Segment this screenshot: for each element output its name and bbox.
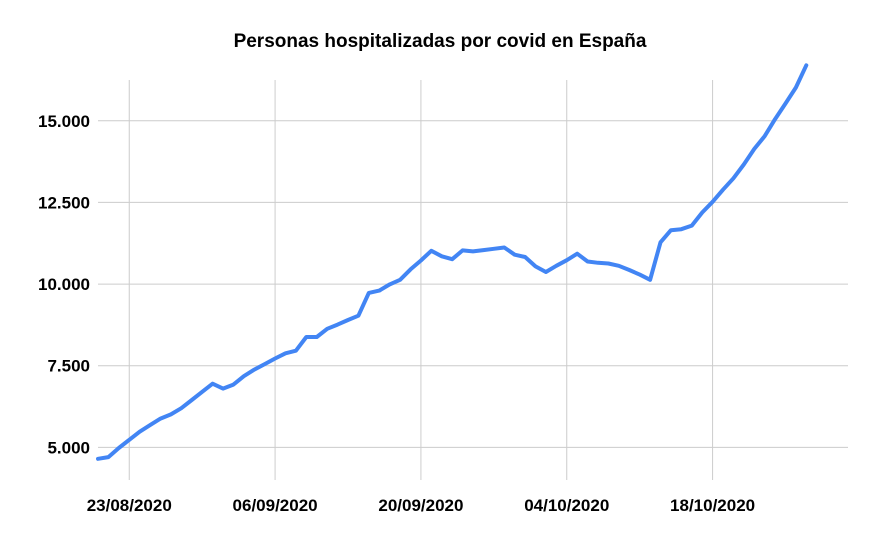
series-line bbox=[96, 63, 809, 461]
x-axis-ticks: 23/08/2020 06/09/2020 20/09/2020 04/10/2020… bbox=[87, 496, 755, 515]
y-tick-label: 10.000 bbox=[38, 275, 90, 294]
y-axis-ticks: 5.000 7.500 10.000 12.500 15.000 bbox=[38, 112, 90, 458]
vertical-gridlines bbox=[128, 80, 714, 480]
chart-title: Personas hospitalizadas por covid en Esp… bbox=[234, 31, 647, 52]
y-tick-label: 5.000 bbox=[47, 438, 90, 457]
y-tick-label: 12.500 bbox=[38, 193, 90, 212]
x-tick-label: 18/10/2020 bbox=[670, 496, 755, 515]
horizontal-gridlines bbox=[98, 120, 848, 448]
x-tick-label: 23/08/2020 bbox=[87, 496, 172, 515]
y-tick-label: 7.500 bbox=[47, 357, 90, 376]
x-tick-label: 20/09/2020 bbox=[378, 496, 463, 515]
x-tick-label: 04/10/2020 bbox=[524, 496, 609, 515]
y-tick-label: 15.000 bbox=[38, 112, 90, 131]
x-tick-label: 06/09/2020 bbox=[233, 496, 318, 515]
series-layer bbox=[96, 63, 809, 461]
